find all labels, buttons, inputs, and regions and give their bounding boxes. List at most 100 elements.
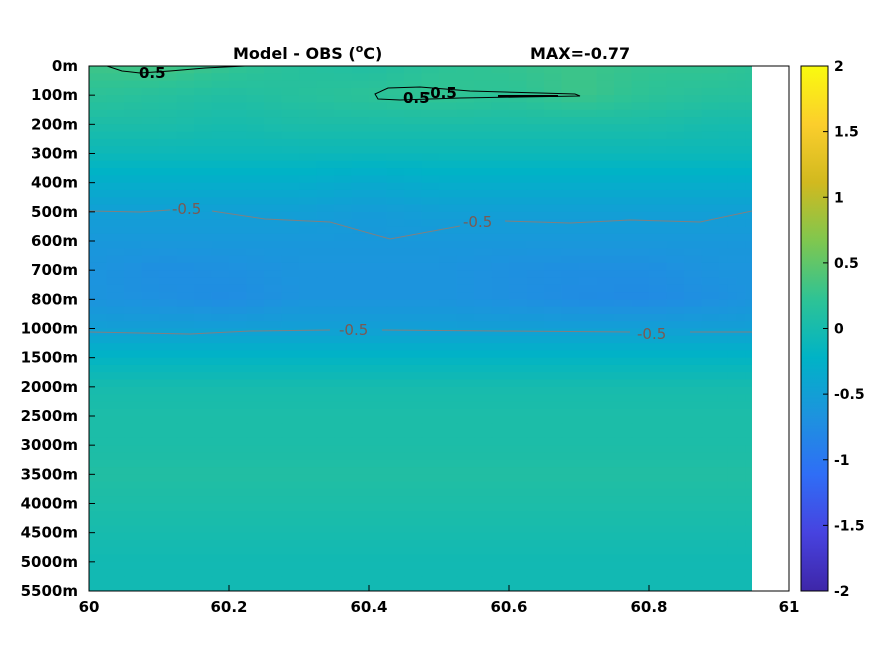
heatmap-cell — [544, 532, 563, 541]
heatmap-cell — [141, 488, 160, 497]
y-tick-label: 5000m — [21, 553, 78, 571]
colorbar-tick-label: 1.5 — [834, 125, 859, 141]
heatmap-cell — [439, 153, 458, 162]
heatmap-cell — [246, 416, 265, 424]
heatmap-cell — [124, 313, 143, 322]
heatmap-cell — [386, 445, 405, 454]
heatmap-cell — [509, 226, 528, 235]
heatmap-cell — [334, 284, 353, 293]
heatmap-cell — [194, 109, 213, 118]
heatmap-cell — [176, 416, 195, 424]
heatmap-cell — [334, 146, 353, 155]
heatmap-cell — [614, 262, 633, 271]
heatmap-cell — [211, 386, 230, 395]
heatmap-cell — [456, 335, 475, 344]
heatmap-cell — [491, 576, 510, 585]
heatmap-cell — [727, 182, 738, 191]
heatmap-cell — [194, 561, 213, 570]
heatmap-cell — [666, 131, 685, 140]
heatmap-cell — [334, 160, 353, 169]
heatmap-cell — [474, 379, 493, 388]
heatmap-cell — [229, 583, 248, 591]
heatmap-cell — [89, 131, 108, 140]
heatmap-cell — [246, 452, 265, 461]
heatmap-cell — [404, 153, 423, 162]
x-tick-label: 60.4 — [350, 598, 387, 616]
heatmap-cell — [386, 138, 405, 147]
heatmap-cell — [736, 241, 746, 249]
heatmap-cell — [211, 299, 230, 308]
heatmap-cell — [246, 386, 265, 395]
heatmap-cell — [439, 262, 458, 271]
heatmap-cell — [299, 379, 318, 388]
heatmap-cell — [369, 481, 388, 490]
heatmap-cell — [229, 350, 248, 359]
heatmap-cell — [351, 488, 370, 497]
heatmap-cell — [159, 518, 178, 526]
heatmap-cell — [727, 386, 738, 395]
heatmap-cell — [246, 488, 265, 497]
heatmap-cell — [159, 284, 178, 293]
heatmap-cell — [89, 561, 108, 570]
heatmap-cell — [404, 160, 423, 169]
heatmap-cell — [89, 430, 108, 439]
heatmap-cell — [211, 277, 230, 286]
heatmap-cell — [141, 197, 160, 206]
heatmap-cell — [194, 182, 213, 191]
heatmap-cell — [614, 518, 633, 526]
heatmap-cell — [316, 204, 335, 213]
heatmap-cell — [561, 138, 580, 147]
heatmap-cell — [124, 496, 143, 505]
heatmap-cell — [246, 255, 265, 264]
heatmap-cell — [614, 189, 633, 198]
heatmap-cell — [666, 124, 685, 133]
heatmap-cell — [745, 379, 755, 388]
heatmap-cell — [727, 284, 738, 293]
heatmap-cell — [106, 343, 125, 351]
heatmap-cell — [474, 66, 493, 74]
heatmap-cell — [491, 284, 510, 293]
heatmap-cell — [281, 255, 300, 264]
heatmap-cell — [246, 539, 265, 548]
heatmap-cell — [544, 270, 563, 279]
heatmap-cell — [264, 576, 283, 585]
heatmap-cell — [246, 219, 265, 228]
heatmap-cell — [561, 284, 580, 293]
heatmap-cell — [649, 430, 668, 439]
heatmap-cell — [421, 547, 440, 556]
heatmap-cell — [229, 109, 248, 118]
heatmap-cell — [124, 350, 143, 359]
heatmap-cell — [509, 474, 528, 483]
heatmap-cell — [369, 408, 388, 417]
heatmap-cell — [369, 219, 388, 228]
heatmap-cell — [439, 335, 458, 344]
heatmap-cell — [229, 467, 248, 475]
heatmap-cell — [141, 117, 160, 125]
heatmap-cell — [614, 131, 633, 140]
heatmap-cell — [666, 182, 685, 191]
heatmap-cell — [194, 219, 213, 228]
heatmap-cell — [666, 306, 685, 315]
heatmap-cell — [474, 146, 493, 155]
heatmap-cell — [299, 394, 318, 403]
heatmap-cell — [281, 408, 300, 417]
heatmap-cell — [509, 80, 528, 89]
heatmap-cell — [106, 459, 125, 468]
heatmap-cell — [509, 306, 528, 315]
heatmap-cell — [194, 357, 213, 366]
heatmap-cell — [561, 153, 580, 162]
heatmap-cell — [159, 109, 178, 118]
heatmap-cell — [316, 138, 335, 147]
heatmap-cell — [141, 277, 160, 286]
heatmap-cell — [176, 306, 195, 315]
heatmap-cell — [421, 561, 440, 570]
heatmap-cell — [404, 350, 423, 359]
heatmap-cell — [666, 197, 685, 206]
heatmap-cell — [579, 576, 598, 585]
heatmap-cell — [509, 496, 528, 505]
heatmap-cell — [176, 168, 195, 176]
heatmap-cell — [701, 299, 720, 308]
heatmap-cell — [579, 299, 598, 308]
heatmap-cell — [264, 532, 283, 541]
heatmap-cell — [89, 270, 108, 279]
